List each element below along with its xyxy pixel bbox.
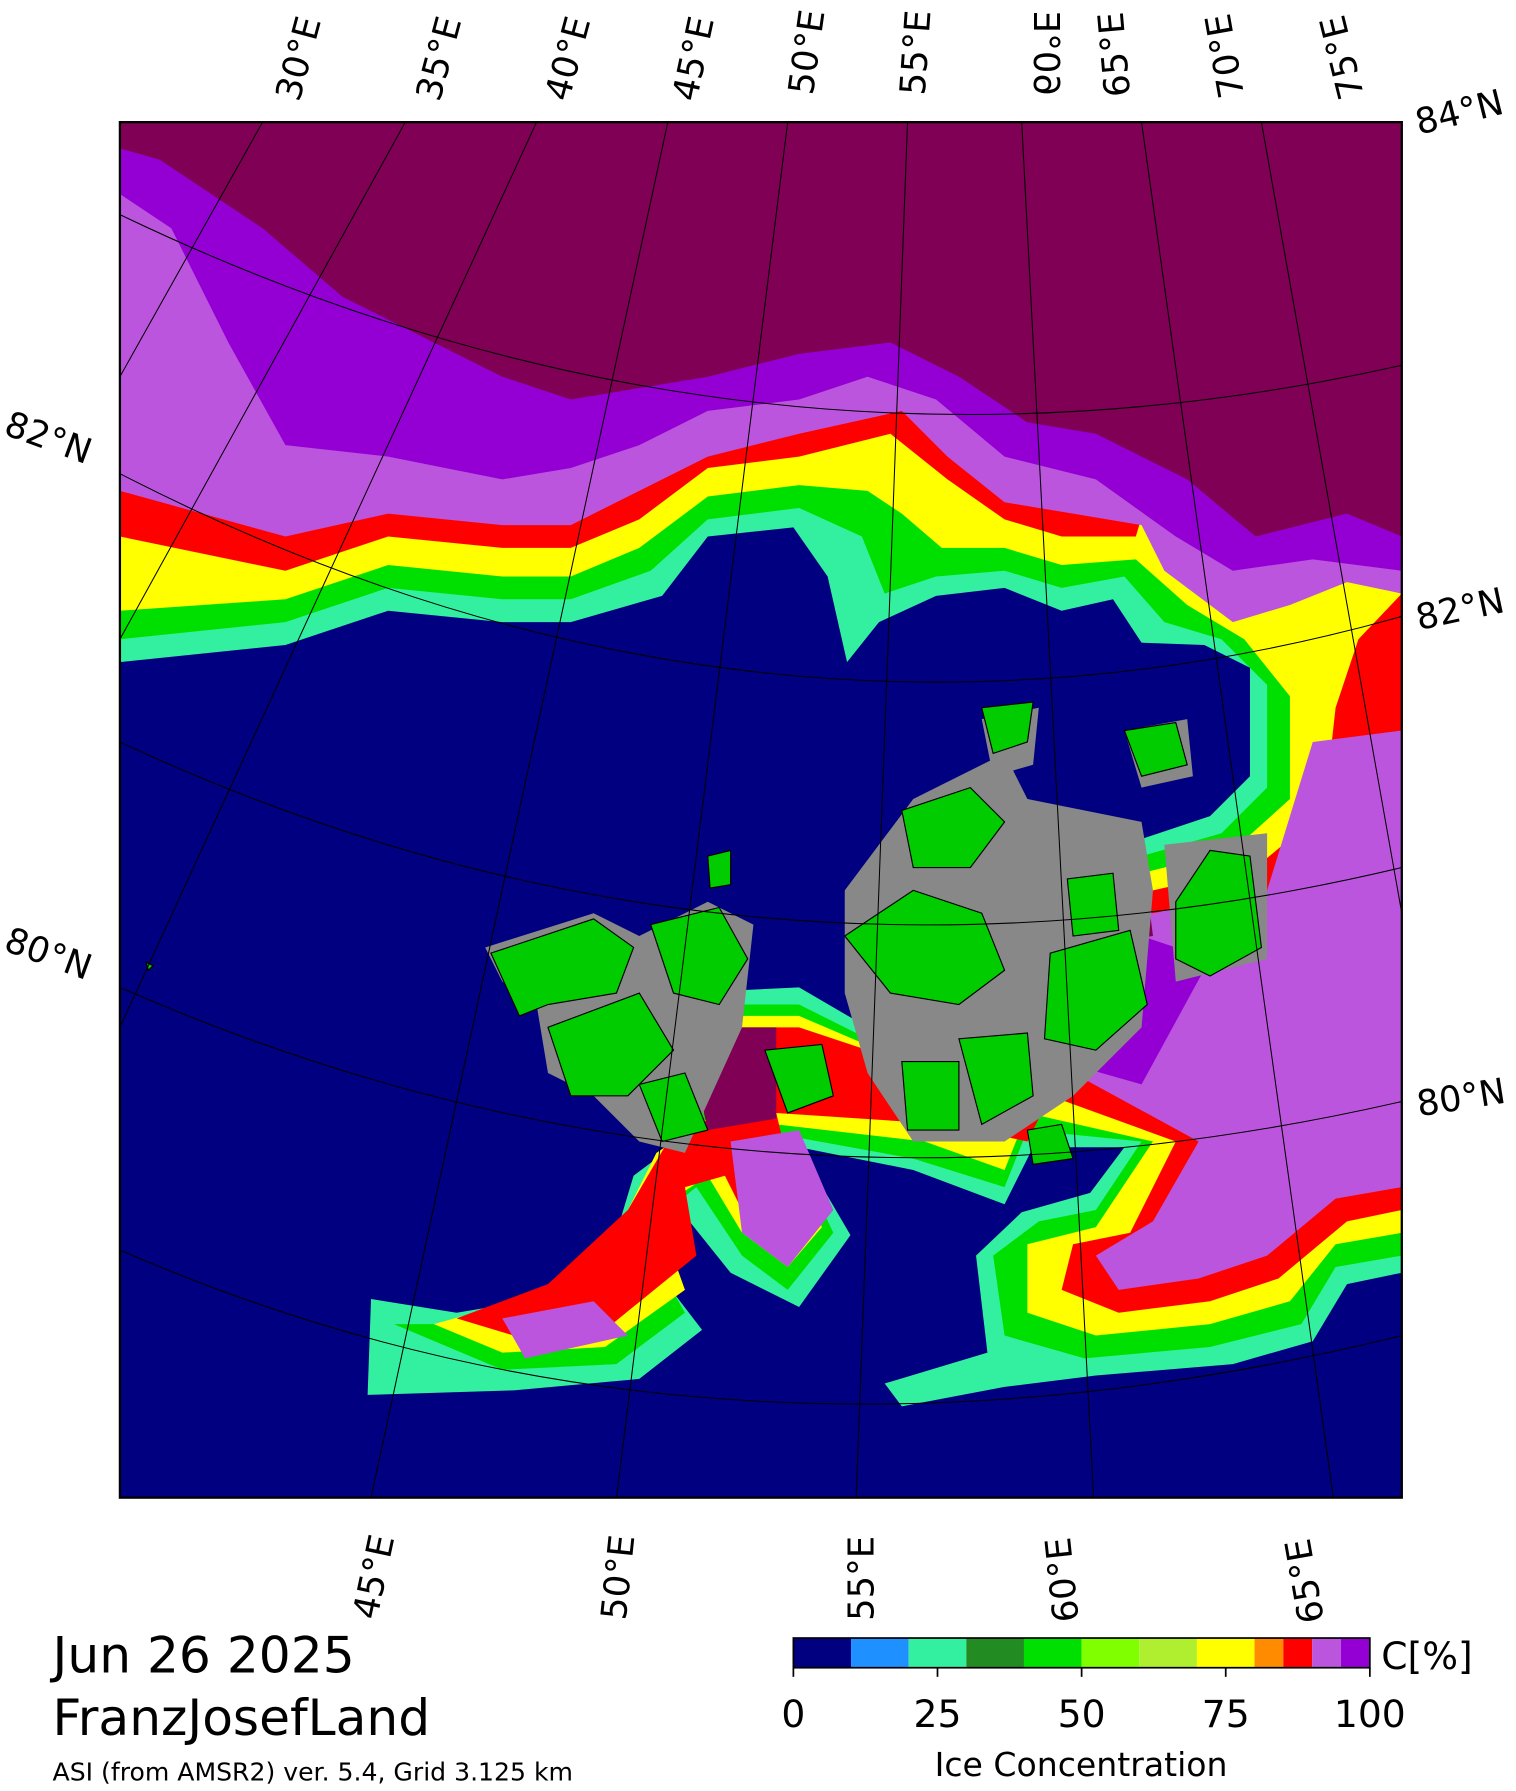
- colorbar-bin: [1341, 1638, 1370, 1668]
- meridian-line: [855, 122, 909, 1498]
- island: [1123, 721, 1188, 777]
- island: [901, 1061, 960, 1131]
- lon-label: 45°E: [345, 1531, 403, 1623]
- island: [1043, 929, 1148, 1051]
- colorbar-unit: C[%]: [1381, 1634, 1472, 1678]
- island: [547, 992, 675, 1097]
- lon-label: 65°E: [1278, 1536, 1333, 1627]
- parallel-line: [119, 473, 1402, 683]
- island: [1066, 872, 1120, 937]
- meridian-line: [615, 122, 789, 1498]
- parallel-line: [119, 986, 1402, 1159]
- colorbar-tick-label: 0: [781, 1692, 805, 1736]
- meridian-line: [119, 122, 406, 640]
- colorbar-tick-label: 75: [1202, 1692, 1250, 1736]
- meridian-line: [119, 122, 538, 1028]
- colorbar-tick-label: 50: [1058, 1692, 1106, 1736]
- lon-label: 40°E: [538, 12, 600, 105]
- parallel-line: [119, 1249, 1402, 1405]
- lon-label: 75°E: [1313, 11, 1373, 103]
- lon-label: 30°E: [268, 12, 330, 105]
- lat-label: 80°N: [1414, 1071, 1508, 1125]
- island: [981, 701, 1034, 755]
- island: [843, 889, 1006, 1006]
- lon-label: 55°E: [893, 9, 940, 97]
- colorbar-bin: [1081, 1638, 1140, 1668]
- colorbar-bin: [1196, 1638, 1255, 1668]
- colorbar-bin: [851, 1638, 909, 1668]
- map-frame: [118, 120, 1403, 1499]
- lon-label: 50°E: [781, 7, 833, 97]
- parallel-line: [119, 741, 1402, 926]
- lon-label: 55°E: [841, 1536, 882, 1621]
- colorbar-bin: [1023, 1638, 1082, 1668]
- parallel-line: [119, 214, 1402, 415]
- colorbar-bin: [1139, 1638, 1197, 1668]
- ice-map: [119, 122, 1402, 1498]
- colorbar-bin: [1254, 1638, 1284, 1668]
- colorbar-bin: [1283, 1638, 1313, 1668]
- region: FranzJosefLand: [53, 1688, 431, 1747]
- colorbar-title: Ice Concentration: [935, 1745, 1228, 1784]
- island: [764, 1043, 835, 1114]
- islands: [145, 701, 1263, 1165]
- island: [901, 786, 1006, 869]
- colorbar-tick-label: 25: [914, 1692, 962, 1736]
- island: [958, 1032, 1034, 1126]
- lon-label: 35°E: [409, 12, 471, 105]
- colorbar-bin: [966, 1638, 1024, 1668]
- graticule: [119, 122, 1402, 1498]
- island: [707, 849, 732, 889]
- lat-label: 82°N: [1412, 580, 1508, 639]
- meridian-line: [370, 122, 669, 1498]
- lon-label: 50°E: [594, 1533, 644, 1622]
- lon-label: 60°E: [1025, 11, 1066, 96]
- lon-label: 70°E: [1198, 11, 1253, 102]
- lat-label: 80°N: [0, 920, 97, 989]
- colorbar-bin: [793, 1638, 852, 1668]
- island: [1175, 849, 1263, 977]
- colorbar: 0 25 50 75 100: [781, 1637, 1406, 1736]
- lat-label: 82°N: [0, 404, 97, 473]
- colorbar-bin: [1312, 1638, 1342, 1668]
- date: Jun 26 2025: [50, 1625, 355, 1684]
- lon-label: 60°E: [1038, 1535, 1088, 1624]
- source-note: ASI (from AMSR2) ver. 5.4, Grid 3.125 km: [53, 1758, 573, 1787]
- meridian-line: [1141, 122, 1334, 1498]
- meridian-line: [119, 122, 264, 377]
- island: [490, 918, 635, 1017]
- colorbar-tick-label: 100: [1334, 1692, 1406, 1736]
- meridian-line: [1021, 122, 1095, 1498]
- colorbar-bin: [908, 1638, 967, 1668]
- island: [638, 1072, 709, 1143]
- island: [649, 906, 749, 1006]
- meridian-line: [1260, 122, 1402, 914]
- lon-label: 45°E: [665, 13, 723, 105]
- lat-label: 84°N: [1411, 82, 1507, 143]
- lon-label: 65°E: [1091, 10, 1139, 98]
